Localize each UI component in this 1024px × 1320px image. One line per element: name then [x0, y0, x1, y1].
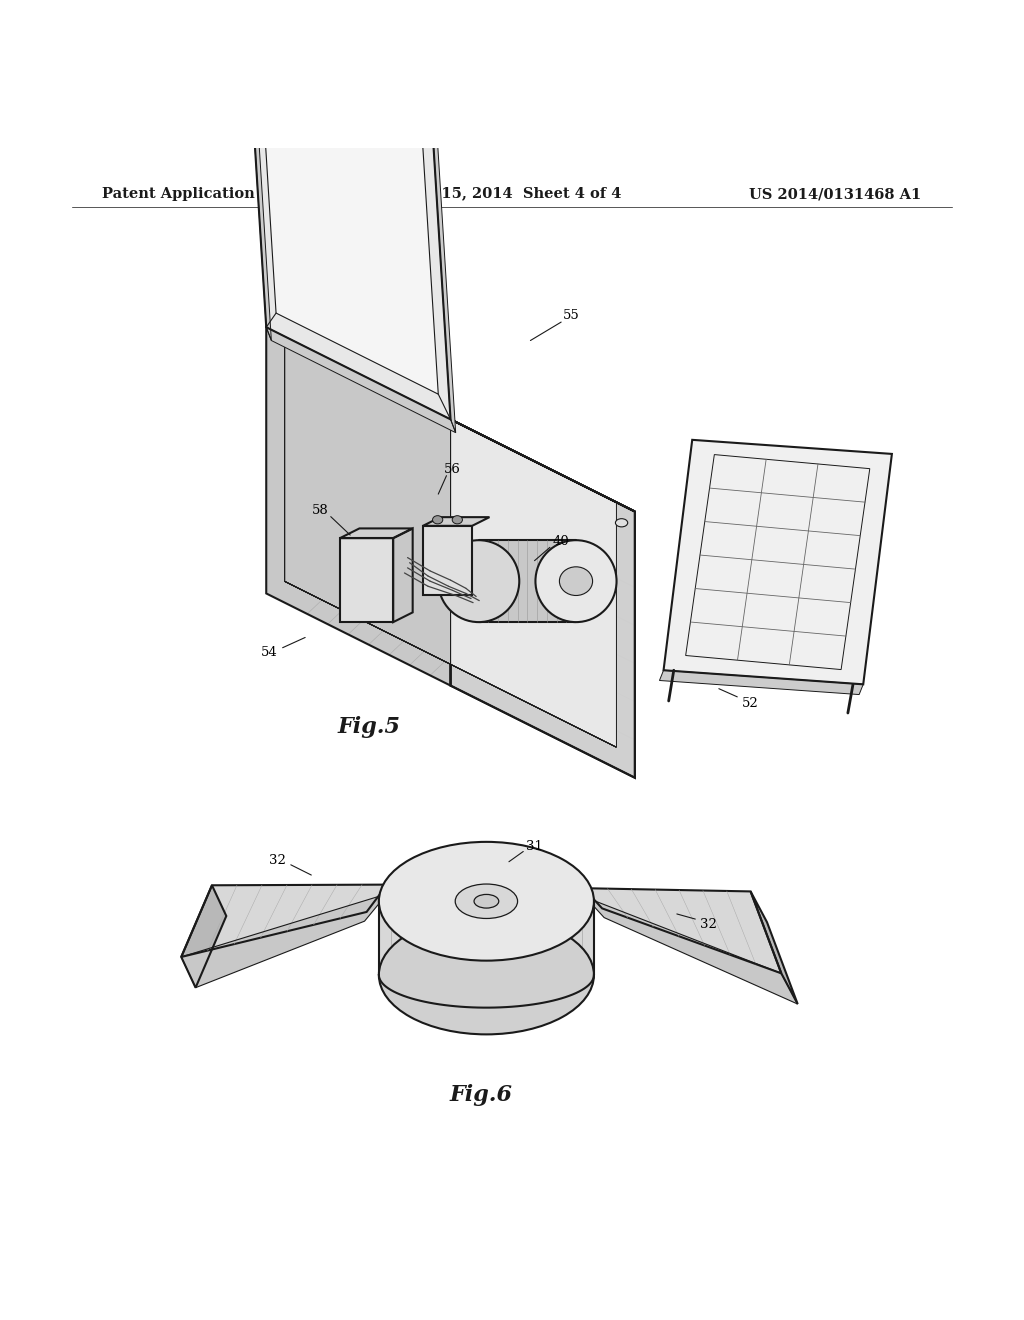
Ellipse shape: [453, 516, 463, 524]
Text: 31: 31: [526, 840, 543, 853]
Text: 32: 32: [700, 917, 717, 931]
Polygon shape: [659, 671, 863, 694]
Polygon shape: [340, 539, 393, 622]
Ellipse shape: [474, 895, 499, 908]
Polygon shape: [586, 898, 798, 1005]
Polygon shape: [393, 528, 413, 622]
Polygon shape: [258, 25, 438, 395]
Polygon shape: [751, 891, 798, 1005]
Text: Patent Application Publication: Patent Application Publication: [102, 187, 354, 201]
Polygon shape: [584, 888, 781, 973]
Polygon shape: [451, 420, 616, 747]
Polygon shape: [430, 91, 456, 433]
Ellipse shape: [438, 540, 519, 622]
Polygon shape: [285, 337, 451, 664]
Ellipse shape: [432, 516, 442, 524]
Polygon shape: [181, 886, 226, 987]
Polygon shape: [285, 337, 451, 664]
Ellipse shape: [615, 519, 628, 527]
Text: Fig.5: Fig.5: [337, 715, 400, 738]
Text: Fig.6: Fig.6: [450, 1084, 513, 1106]
Text: May 15, 2014  Sheet 4 of 4: May 15, 2014 Sheet 4 of 4: [402, 187, 622, 201]
Text: 55: 55: [563, 309, 580, 322]
Polygon shape: [451, 420, 635, 777]
Text: 32: 32: [269, 854, 286, 867]
Text: 52: 52: [742, 697, 759, 710]
Text: 54: 54: [261, 647, 278, 659]
Polygon shape: [246, 0, 271, 341]
Text: 56: 56: [444, 463, 461, 477]
Polygon shape: [379, 902, 594, 975]
Polygon shape: [285, 581, 616, 747]
Polygon shape: [451, 420, 635, 777]
Polygon shape: [479, 540, 575, 622]
Polygon shape: [340, 528, 413, 539]
Text: US 2014/0131468 A1: US 2014/0131468 A1: [750, 187, 922, 201]
Polygon shape: [423, 525, 472, 595]
Ellipse shape: [536, 540, 616, 622]
Polygon shape: [181, 894, 387, 987]
Text: 40: 40: [553, 535, 569, 548]
Polygon shape: [246, 0, 451, 420]
Text: 58: 58: [312, 504, 329, 517]
Polygon shape: [423, 517, 489, 525]
Polygon shape: [451, 420, 616, 747]
Polygon shape: [266, 327, 456, 433]
Ellipse shape: [379, 916, 594, 1035]
Polygon shape: [664, 440, 892, 684]
Polygon shape: [266, 327, 451, 685]
Polygon shape: [266, 327, 635, 512]
Ellipse shape: [559, 566, 593, 595]
Ellipse shape: [456, 884, 517, 919]
Ellipse shape: [379, 842, 594, 961]
Polygon shape: [181, 884, 387, 957]
